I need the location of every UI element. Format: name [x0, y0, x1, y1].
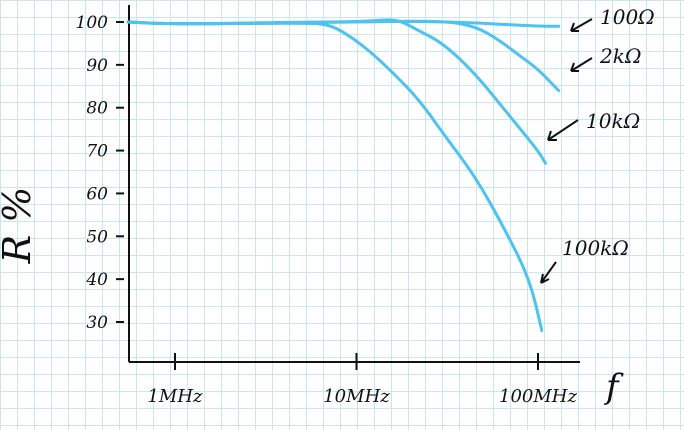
annotation-2kohm: 2kΩ: [570, 44, 641, 72]
series-label-2kohm: 2kΩ: [599, 44, 641, 68]
arrow-2kohm-icon: [570, 57, 593, 72]
arrow-100ohm-icon: [570, 18, 593, 32]
y-tick-label: 100: [76, 13, 109, 33]
y-axis-label: R %: [0, 187, 39, 265]
y-tick-label: 60: [86, 184, 108, 204]
x-tick-layer: 1MHz 10MHz 100MHz: [147, 353, 578, 407]
x-tick-label: 1MHz: [147, 386, 203, 407]
y-tick-label: 30: [86, 313, 108, 333]
annotation-10kohm: 10kΩ: [547, 109, 640, 141]
y-tick-label: 70: [86, 142, 108, 162]
arrow-10kohm-icon: [547, 119, 579, 141]
annotation-100ohm: 100Ω: [570, 5, 655, 32]
y-tick-label: 50: [86, 227, 108, 247]
y-tick-label: 80: [86, 99, 108, 119]
x-axis-label: f: [603, 367, 624, 407]
series-layer: [126, 18, 561, 333]
x-tick-label: 100MHz: [499, 386, 577, 407]
annotation-100kohm: 100kΩ: [540, 236, 629, 284]
y-tick-label: 90: [86, 56, 108, 76]
series-line: [126, 20, 544, 333]
y-tick-layer: 100 90 80 70 60 50 40 30: [76, 13, 124, 333]
series-label-100kohm: 100kΩ: [562, 236, 629, 260]
arrow-100kohm-icon: [540, 261, 557, 284]
series-label-100ohm: 100Ω: [600, 5, 655, 29]
series-label-10kohm: 10kΩ: [586, 109, 640, 133]
y-tick-label: 40: [85, 270, 108, 290]
x-tick-label: 10MHz: [323, 386, 390, 407]
series-line: [126, 18, 548, 165]
